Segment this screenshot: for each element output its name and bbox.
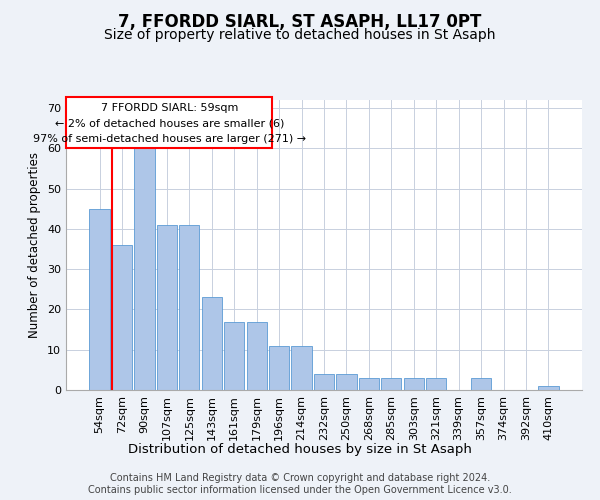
- Bar: [89, 209, 110, 390]
- Bar: [359, 378, 379, 390]
- Text: 7, FFORDD SIARL, ST ASAPH, LL17 0PT: 7, FFORDD SIARL, ST ASAPH, LL17 0PT: [118, 12, 482, 30]
- Bar: [337, 374, 356, 390]
- Text: 7 FFORDD SIARL: 59sqm: 7 FFORDD SIARL: 59sqm: [101, 104, 238, 114]
- Bar: [381, 378, 401, 390]
- Text: Size of property relative to detached houses in St Asaph: Size of property relative to detached ho…: [104, 28, 496, 42]
- Text: Contains HM Land Registry data © Crown copyright and database right 2024.
Contai: Contains HM Land Registry data © Crown c…: [88, 474, 512, 495]
- Bar: [247, 322, 267, 390]
- Bar: [426, 378, 446, 390]
- FancyBboxPatch shape: [66, 97, 272, 148]
- Bar: [157, 225, 177, 390]
- Bar: [224, 322, 244, 390]
- Text: Distribution of detached houses by size in St Asaph: Distribution of detached houses by size …: [128, 442, 472, 456]
- Bar: [134, 128, 155, 390]
- Bar: [292, 346, 311, 390]
- Bar: [202, 298, 222, 390]
- Bar: [269, 346, 289, 390]
- Bar: [314, 374, 334, 390]
- Text: 97% of semi-detached houses are larger (271) →: 97% of semi-detached houses are larger (…: [32, 134, 306, 143]
- Bar: [112, 245, 132, 390]
- Y-axis label: Number of detached properties: Number of detached properties: [28, 152, 41, 338]
- Bar: [538, 386, 559, 390]
- Bar: [471, 378, 491, 390]
- Bar: [404, 378, 424, 390]
- Text: ← 2% of detached houses are smaller (6): ← 2% of detached houses are smaller (6): [55, 118, 284, 128]
- Bar: [179, 225, 199, 390]
